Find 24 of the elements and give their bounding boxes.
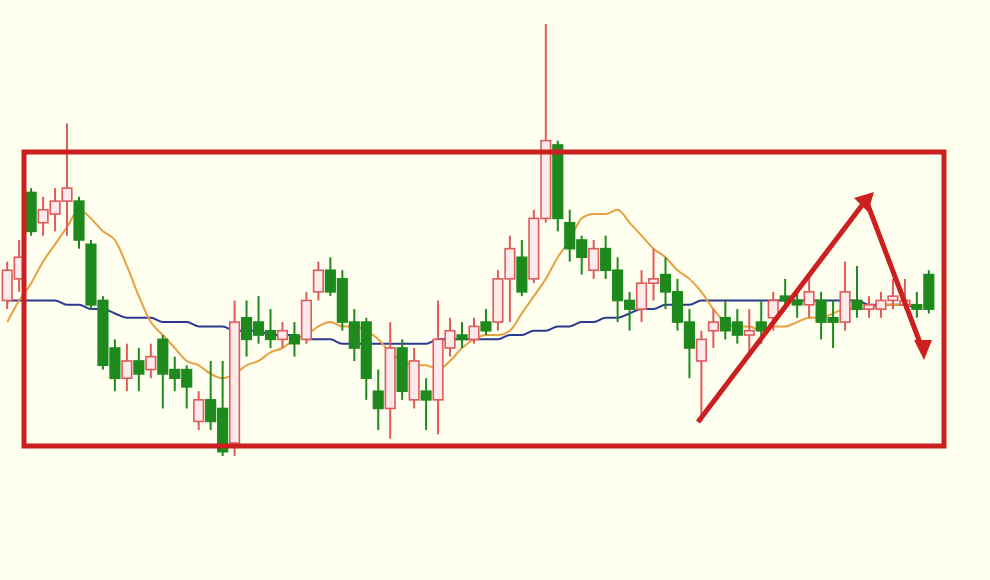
candlestick (193, 390, 205, 432)
candlestick (372, 368, 384, 432)
candlestick (133, 347, 145, 393)
candlestick (791, 290, 803, 319)
candlestick (456, 321, 468, 349)
candlestick (145, 342, 157, 380)
candlestick (396, 338, 408, 401)
candlestick (707, 308, 719, 349)
candlestick (588, 239, 600, 280)
candlestick (276, 321, 289, 349)
candlestick (300, 290, 312, 345)
candlestick (312, 260, 324, 302)
candlestick (755, 299, 767, 345)
candlestick (288, 321, 301, 358)
candlestick (73, 195, 85, 250)
candlestick (851, 264, 863, 319)
candlestick (516, 239, 528, 298)
candlestick (420, 377, 432, 432)
candlestick (803, 273, 815, 319)
candlestick (839, 260, 851, 332)
candlestick (121, 342, 133, 393)
candlestick (480, 308, 492, 337)
candlestick (468, 316, 480, 345)
candlestick (408, 347, 420, 410)
